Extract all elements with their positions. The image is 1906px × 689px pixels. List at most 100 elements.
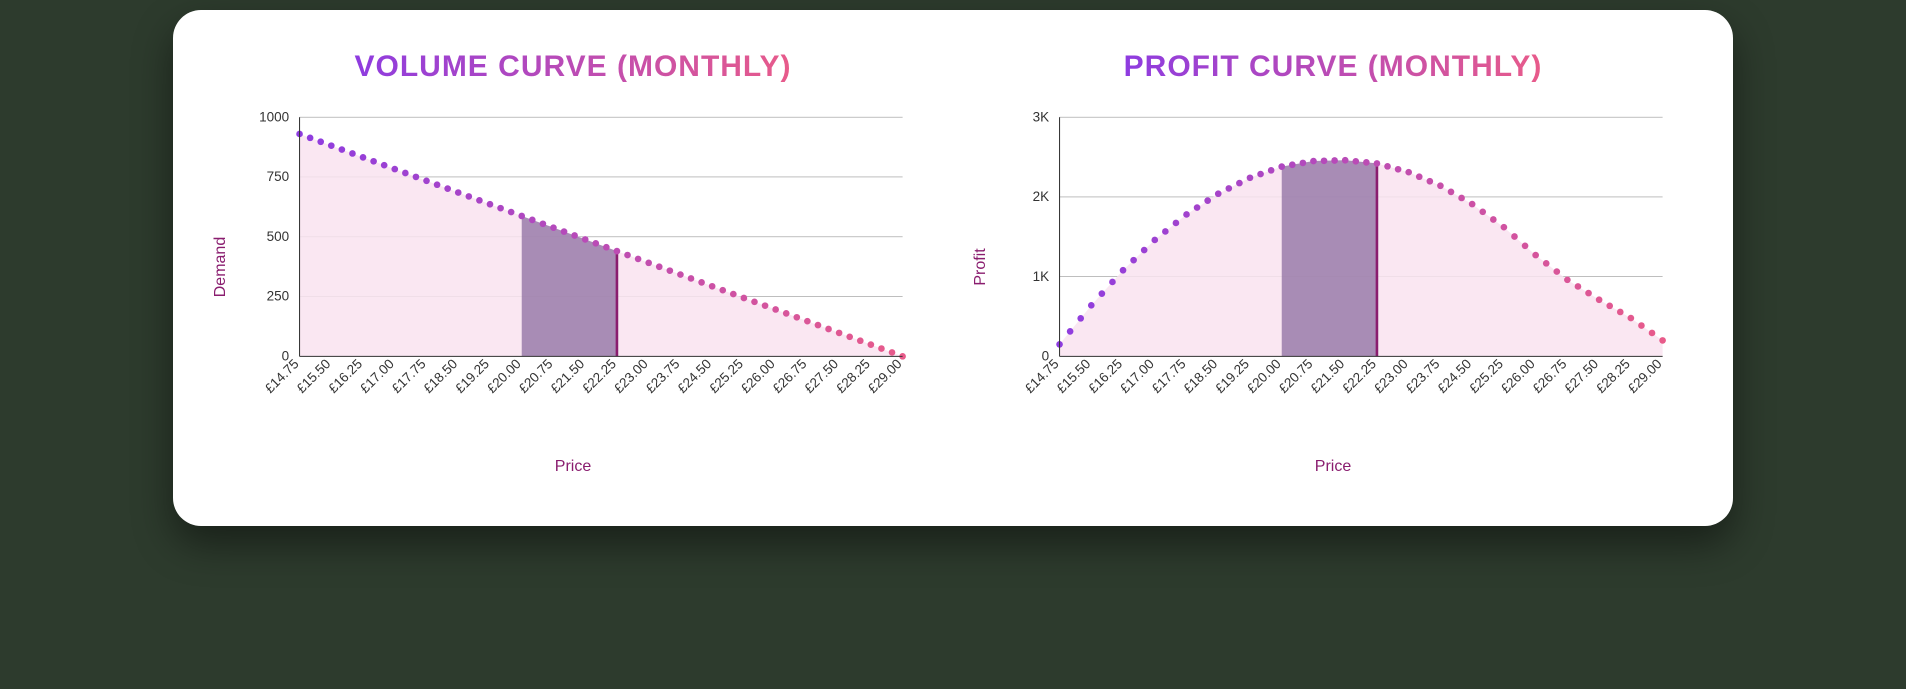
curve-dot (1173, 220, 1180, 227)
curve-dot (1247, 174, 1254, 181)
curve-dot (677, 271, 684, 278)
curve-dot (1120, 267, 1127, 274)
curve-dot (614, 248, 621, 255)
curve-dot (561, 228, 568, 235)
curve-dot (1427, 178, 1434, 185)
curve-dot (1649, 330, 1656, 337)
curve-dot (1225, 185, 1232, 192)
curve-dot (508, 209, 515, 216)
curve-dot (1215, 190, 1222, 197)
curve-dot (730, 291, 737, 298)
curve-dot (878, 345, 885, 352)
volume-chart: 02505007501000£14.75£15.50£16.25£17.00£1… (233, 112, 913, 422)
x-tick-label: £20.00 (484, 356, 524, 396)
x-tick-label: £25.25 (706, 356, 746, 396)
x-tick-label: £25.25 (1466, 356, 1506, 396)
curve-dot (455, 189, 462, 196)
curve-dot (1511, 233, 1518, 240)
profit-xlabel: Price (1315, 458, 1351, 476)
x-tick-label: £23.75 (643, 356, 683, 396)
curve-dot (328, 142, 335, 149)
curve-dot (1077, 315, 1084, 322)
curve-dot (1575, 283, 1582, 290)
x-tick-label: £15.50 (1054, 356, 1094, 396)
y-tick-label: 1K (1033, 269, 1050, 284)
y-tick-label: 500 (267, 229, 290, 244)
highlight-band (1282, 160, 1377, 356)
curve-dot (698, 279, 705, 286)
curve-dot (582, 236, 589, 243)
volume-chart-wrap: Demand 02505007501000£14.75£15.50£16.25£… (233, 112, 913, 422)
curve-dot (1405, 169, 1412, 176)
curve-dot (1194, 204, 1201, 211)
curve-dot (719, 287, 726, 294)
x-tick-label: £16.25 (1085, 356, 1125, 396)
x-tick-label: £26.75 (770, 356, 810, 396)
curve-dot (1268, 167, 1275, 174)
curve-dot (709, 283, 716, 290)
curve-dot (360, 154, 367, 161)
volume-title: VOLUME CURVE (MONTHLY) (354, 50, 791, 84)
y-tick-label: 3K (1033, 112, 1050, 124)
curve-dot (1469, 201, 1476, 208)
curve-dot (444, 185, 451, 192)
x-tick-label: £27.50 (1561, 356, 1601, 396)
curve-dot (381, 162, 388, 169)
x-tick-label: £22.25 (579, 356, 619, 396)
curve-dot (592, 240, 599, 247)
x-tick-label: £20.75 (516, 356, 556, 396)
x-tick-label: £15.50 (294, 356, 334, 396)
x-tick-label: £29.00 (865, 356, 905, 396)
curve-dot (1352, 158, 1359, 165)
x-tick-label: £19.25 (452, 356, 492, 396)
volume-xlabel: Price (555, 458, 591, 476)
x-tick-label: £17.75 (1149, 356, 1189, 396)
y-tick-label: 250 (267, 289, 290, 304)
curve-dot (1553, 268, 1560, 275)
curve-dot (434, 181, 441, 188)
curve-dot (1416, 173, 1423, 180)
curve-dot (1585, 290, 1592, 297)
curve-dot (423, 177, 430, 184)
curve-dot (1130, 257, 1137, 264)
curve-dot (889, 349, 896, 356)
y-tick-label: 2K (1033, 189, 1050, 204)
profit-title: PROFIT CURVE (MONTHLY) (1124, 50, 1543, 84)
curve-dot (1257, 171, 1264, 178)
curve-dot (645, 260, 652, 267)
curve-dot (772, 306, 779, 313)
y-tick-label: 750 (267, 169, 290, 184)
curve-dot (1501, 224, 1508, 231)
curve-dot (1067, 328, 1074, 335)
x-tick-label: £23.00 (611, 356, 651, 396)
curve-dot (793, 314, 800, 321)
curve-dot (1543, 260, 1550, 267)
curve-dot (487, 201, 494, 208)
curve-dot (624, 252, 631, 259)
curve-dot (540, 220, 547, 227)
curve-dot (1606, 303, 1613, 310)
curve-dot (1659, 337, 1666, 344)
curve-dot (656, 263, 663, 270)
curve-dot (402, 170, 409, 177)
x-tick-label: £26.75 (1530, 356, 1570, 396)
profit-chart-wrap: Profit 01K2K3K£14.75£15.50£16.25£17.00£1… (993, 112, 1673, 422)
curve-dot (635, 256, 642, 263)
curve-dot (370, 158, 377, 165)
profit-chart: 01K2K3K£14.75£15.50£16.25£17.00£17.75£18… (993, 112, 1673, 422)
curve-dot (1141, 247, 1148, 254)
curve-dot (868, 341, 875, 348)
curve-dot (1236, 180, 1243, 187)
x-tick-label: £17.00 (357, 356, 397, 396)
curve-dot (1109, 279, 1116, 286)
x-tick-label: £24.50 (1434, 356, 1474, 396)
x-tick-label: £17.00 (1117, 356, 1157, 396)
curve-dot (1522, 242, 1529, 249)
curve-dot (751, 298, 758, 305)
curve-dot (518, 213, 525, 220)
x-tick-label: £19.25 (1212, 356, 1252, 396)
x-tick-label: £28.25 (1593, 356, 1633, 396)
curve-dot (465, 193, 472, 200)
curve-dot (804, 318, 811, 325)
curve-dot (846, 333, 853, 340)
